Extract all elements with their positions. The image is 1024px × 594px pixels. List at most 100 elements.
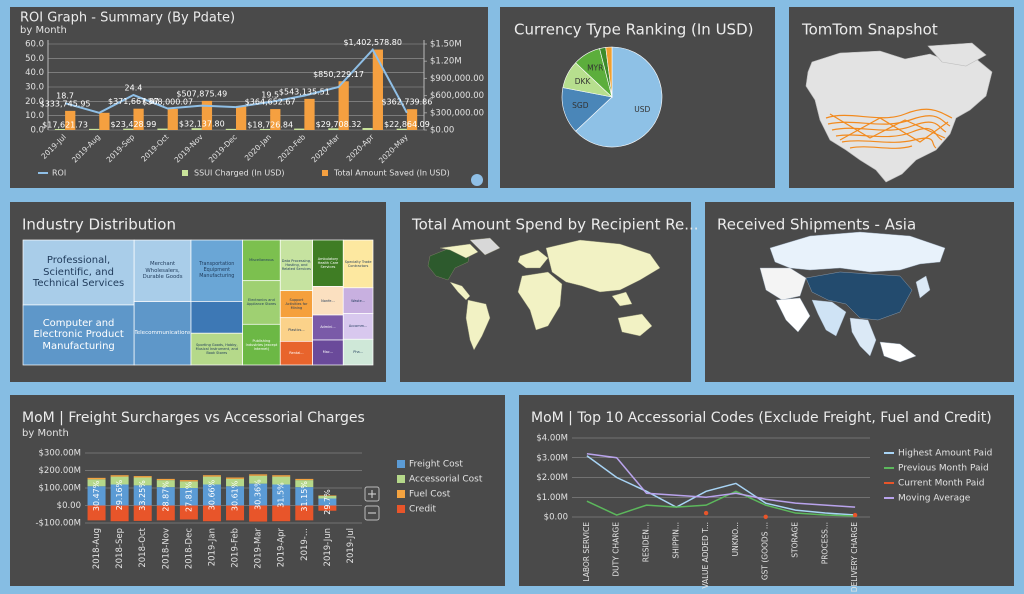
- x-tick-label: GST (GOODS ...: [761, 522, 770, 580]
- x-tick-label: 2018-Oct: [138, 527, 148, 567]
- x-tick-label: RESIDEN...: [642, 522, 651, 562]
- map-north-america: [805, 42, 993, 183]
- bar-segment: [249, 475, 268, 484]
- pie-slice: [605, 46, 613, 98]
- legend-label: ROI: [52, 169, 66, 178]
- treemap-label-box: Telecommunications: [135, 330, 190, 336]
- treemap-cell: [190, 332, 243, 366]
- treemap-cell: [342, 287, 374, 314]
- data-label: $364,652.67: [245, 98, 296, 107]
- bar-segment: [318, 495, 337, 496]
- bar-segment: [226, 486, 245, 506]
- bar-segment: [272, 505, 291, 522]
- y-tick-label: $200.00M: [39, 466, 81, 476]
- bar-segment: [179, 488, 198, 506]
- y-tick-label: $0.00: [57, 501, 81, 511]
- legend-label: Moving Average: [898, 494, 971, 504]
- bar-segment: [272, 476, 291, 485]
- bar-segment: [133, 476, 152, 478]
- treemap-label-box: Pha...: [353, 350, 364, 355]
- bar: [133, 108, 144, 130]
- data-label: $333,745.95: [40, 99, 91, 108]
- bar-annotation: 29.16%: [115, 479, 124, 510]
- slice-label: MYR: [587, 64, 603, 73]
- chart-title: ROI Graph - Summary (By Pdate): [20, 11, 235, 26]
- bar: [99, 112, 110, 130]
- scroll-button[interactable]: [471, 174, 483, 186]
- bar-segment: [110, 505, 129, 522]
- treemap-label: Publishing Industries (except Internet): [245, 338, 278, 351]
- treemap-label: Sporting Goods, Hobby, Musical Instrumen…: [195, 343, 238, 356]
- legend-label: Fuel Cost: [409, 490, 451, 500]
- x-tick-label: DELIVERY CHARGE: [850, 522, 859, 593]
- treemap-label: Admini...: [320, 325, 336, 330]
- bar-segment: [318, 495, 337, 499]
- bar: [304, 98, 315, 130]
- bar-segment: [110, 476, 129, 485]
- bar-segment: [87, 505, 106, 521]
- point: [852, 512, 858, 518]
- treemap-label: Specialty Trade Contractors: [344, 259, 372, 268]
- bar: [201, 100, 213, 130]
- y-tick-label: 30.0: [25, 83, 44, 93]
- treemap-label: Pha...: [353, 350, 364, 355]
- y-tick-label: 40.0: [25, 68, 44, 78]
- x-tick-label: 2018-Nov: [161, 528, 171, 569]
- treemap-label: Waste...: [351, 298, 366, 303]
- x-tick-label: 2019-Jul: [346, 528, 356, 563]
- panel: [10, 7, 488, 188]
- legend-label: SSUI Charged (In USD): [194, 169, 285, 178]
- y-tick-label: $300.00M: [39, 449, 81, 459]
- pie-slice: [575, 46, 663, 148]
- treemap-cell: [22, 239, 135, 306]
- bar-segment: [295, 505, 314, 521]
- treemap-label-box: Miscellaneous: [249, 258, 274, 263]
- x-tick-label: 2019-Mar: [254, 528, 264, 569]
- treemap-label-box: Publishing Industries (except Internet): [245, 338, 278, 351]
- data-label: $17,621.73: [42, 120, 88, 129]
- treemap-label-box: Electronics and Appliance Stores: [247, 298, 276, 306]
- treemap-label: Accomm...: [348, 324, 368, 329]
- bar-segment: [295, 478, 314, 481]
- bar-segment: [133, 485, 152, 506]
- treemap-cell: [190, 239, 243, 302]
- y-tick-label: $2.00M: [536, 473, 568, 483]
- treemap-label-box: Transportation Equipment Manufacturing: [199, 262, 234, 279]
- bar-segment: [87, 486, 106, 506]
- treemap-label: Support Activities for Mining: [285, 298, 308, 311]
- treemap-label-box: Professional, Scientific, and Technical …: [33, 255, 124, 289]
- bar: [65, 110, 76, 130]
- treemap-cell: [190, 301, 243, 334]
- zoom-in-button[interactable]: [364, 486, 380, 502]
- x-tick-label: 2019-...: [300, 528, 310, 561]
- bar-segment: [156, 480, 175, 488]
- bar: [328, 128, 339, 130]
- bar-segment: [202, 476, 221, 485]
- bar: [294, 128, 305, 130]
- panel-title: TomTom Snapshot: [801, 21, 938, 39]
- data-label: $850,229.17: [313, 70, 364, 79]
- treemap-label: Miscellaneous: [249, 258, 274, 263]
- data-label: 18.7: [56, 92, 74, 101]
- zoom-out-button[interactable]: [364, 505, 380, 521]
- data-label: $18,726.84: [247, 120, 293, 129]
- treemap-label-box: Sporting Goods, Hobby, Musical Instrumen…: [195, 343, 238, 356]
- data-label: $32,137.80: [179, 120, 225, 129]
- map-world: [427, 237, 661, 351]
- treemap-cell: [312, 314, 344, 341]
- bar-segment: [318, 498, 337, 506]
- data-label: $362,739.86: [381, 98, 432, 107]
- bar-segment: [133, 505, 152, 521]
- bar-segment: [87, 477, 106, 480]
- bar: [123, 128, 134, 130]
- bar-segment: [202, 475, 221, 477]
- x-tick-label: 2019-Jun: [323, 528, 333, 566]
- treemap-label: Plastics...: [288, 327, 305, 332]
- bar: [362, 127, 373, 130]
- treemap-cell: [133, 239, 192, 302]
- bar-annotation: 30.66%: [207, 479, 216, 510]
- data-label: $543,135.51: [279, 87, 330, 96]
- bar: [89, 128, 100, 130]
- bar-annotation: 33.25%: [138, 480, 147, 511]
